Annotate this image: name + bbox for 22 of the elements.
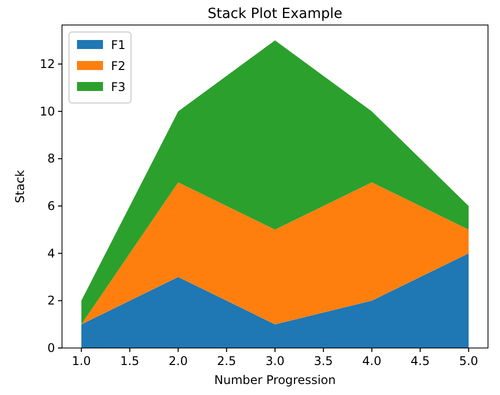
legend-label: F1 bbox=[111, 38, 126, 52]
y-tick-label: 0 bbox=[47, 341, 55, 355]
y-tick-label: 6 bbox=[47, 199, 55, 214]
x-tick-label: 3.0 bbox=[265, 354, 285, 368]
chart-title: Stack Plot Example bbox=[208, 6, 342, 22]
x-tick-label: 4.5 bbox=[410, 354, 430, 368]
x-tick-label: 5.0 bbox=[459, 354, 478, 368]
y-axis-title: Stack bbox=[13, 170, 27, 204]
legend-label: F3 bbox=[111, 80, 126, 94]
x-axis-title: Number Progression bbox=[214, 373, 336, 387]
x-tick-label: 1.5 bbox=[120, 354, 140, 368]
y-tick-label: 10 bbox=[40, 104, 55, 118]
y-tick-label: 12 bbox=[40, 57, 55, 72]
x-tick-label: 3.5 bbox=[314, 354, 333, 368]
y-tick-label: 8 bbox=[47, 152, 55, 166]
x-tick-label: 2.0 bbox=[168, 354, 188, 368]
legend-label: F2 bbox=[111, 59, 126, 73]
x-tick-label: 1.0 bbox=[72, 354, 91, 368]
x-tick-label: 2.5 bbox=[217, 354, 236, 368]
x-tick-label: 4.0 bbox=[362, 354, 382, 368]
y-tick-label: 4 bbox=[47, 246, 55, 260]
y-tick-label: 2 bbox=[47, 294, 55, 308]
